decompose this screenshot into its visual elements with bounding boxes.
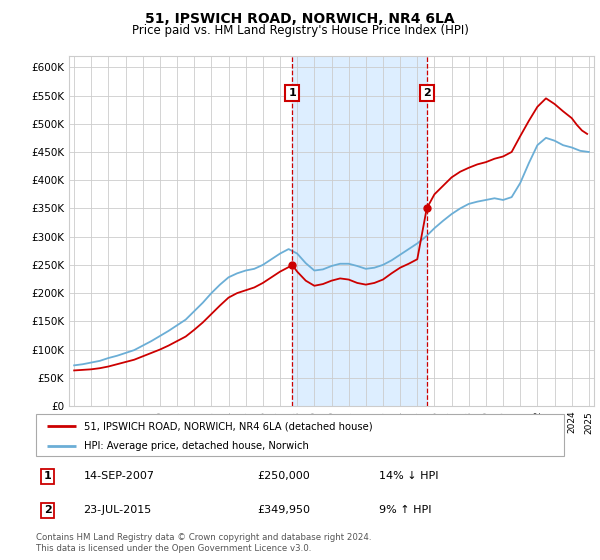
Text: Price paid vs. HM Land Registry's House Price Index (HPI): Price paid vs. HM Land Registry's House … — [131, 24, 469, 37]
FancyBboxPatch shape — [36, 414, 564, 456]
Text: 1: 1 — [44, 471, 52, 481]
Text: 14-SEP-2007: 14-SEP-2007 — [83, 471, 155, 481]
Bar — [292, 56, 427, 406]
Text: HPI: Average price, detached house, Norwich: HPI: Average price, detached house, Norw… — [83, 441, 308, 451]
Text: 9% ↑ HPI: 9% ↑ HPI — [379, 505, 432, 515]
Text: 1: 1 — [289, 88, 296, 98]
Text: 51, IPSWICH ROAD, NORWICH, NR4 6LA: 51, IPSWICH ROAD, NORWICH, NR4 6LA — [145, 12, 455, 26]
Text: 2: 2 — [44, 505, 52, 515]
Text: 14% ↓ HPI: 14% ↓ HPI — [379, 471, 439, 481]
Text: Contains HM Land Registry data © Crown copyright and database right 2024.
This d: Contains HM Land Registry data © Crown c… — [36, 533, 371, 553]
Text: 23-JUL-2015: 23-JUL-2015 — [83, 505, 152, 515]
Text: £250,000: £250,000 — [258, 471, 311, 481]
Text: 2: 2 — [423, 88, 431, 98]
Text: £349,950: £349,950 — [258, 505, 311, 515]
Text: 51, IPSWICH ROAD, NORWICH, NR4 6LA (detached house): 51, IPSWICH ROAD, NORWICH, NR4 6LA (deta… — [83, 421, 372, 431]
